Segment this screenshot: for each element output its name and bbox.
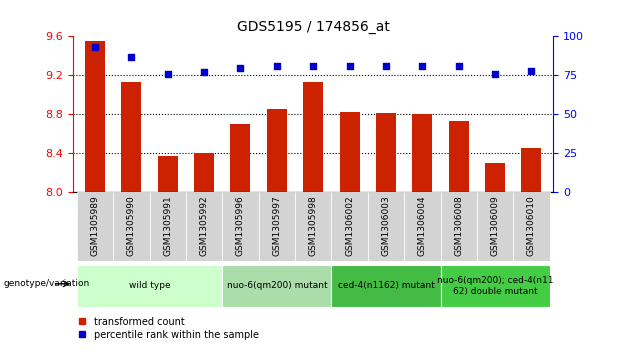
Point [127,54,137,60]
Bar [376,113,396,192]
Bar [85,41,105,192]
Text: GSM1306009: GSM1306009 [490,195,500,256]
Bar [223,192,259,261]
Bar [77,265,223,307]
Bar [331,192,368,261]
Title: GDS5195 / 174856_at: GDS5195 / 174856_at [237,20,390,34]
Bar [186,192,223,261]
Bar [295,192,331,261]
Bar [230,124,251,192]
Bar [113,192,149,261]
Bar [522,148,541,192]
Bar [441,192,477,261]
Point [199,69,209,75]
Point [308,63,319,69]
Bar [267,110,287,192]
Text: GSM1305998: GSM1305998 [308,195,318,256]
Point [490,71,500,77]
Text: ced-4(n1162) mutant: ced-4(n1162) mutant [338,281,434,290]
Bar [223,265,331,307]
Bar [121,82,141,192]
Text: GSM1305990: GSM1305990 [127,195,136,256]
Text: nuo-6(qm200) mutant: nuo-6(qm200) mutant [226,281,327,290]
Point [381,63,391,69]
Bar [368,192,404,261]
Text: GSM1306010: GSM1306010 [527,195,536,256]
Text: GSM1306004: GSM1306004 [418,195,427,256]
Point [272,63,282,69]
Text: wild type: wild type [128,281,170,290]
Text: GSM1305989: GSM1305989 [90,195,99,256]
Bar [441,265,550,307]
Bar [340,113,359,192]
Bar [303,82,323,192]
Point [417,63,427,69]
Bar [331,265,441,307]
Point [235,65,245,70]
Text: nuo-6(qm200); ced-4(n11
62) double mutant: nuo-6(qm200); ced-4(n11 62) double mutan… [437,276,553,295]
Bar [259,192,295,261]
Bar [77,192,113,261]
Bar [194,153,214,192]
Point [345,63,355,69]
Text: GSM1305992: GSM1305992 [200,195,209,256]
Bar [158,156,177,192]
Bar [412,114,432,192]
Bar [485,163,505,192]
Point [163,71,173,77]
Legend: transformed count, percentile rank within the sample: transformed count, percentile rank withi… [78,317,259,340]
Bar [404,192,441,261]
Text: GSM1305991: GSM1305991 [163,195,172,256]
Text: GSM1306002: GSM1306002 [345,195,354,256]
Bar [449,121,469,192]
Bar [149,192,186,261]
Bar [477,192,513,261]
Text: GSM1306003: GSM1306003 [382,195,391,256]
Text: genotype/variation: genotype/variation [3,279,90,288]
Text: GSM1305997: GSM1305997 [272,195,281,256]
Point [527,68,537,74]
Point [90,44,100,50]
Bar [513,192,550,261]
Text: GSM1305996: GSM1305996 [236,195,245,256]
Text: GSM1306008: GSM1306008 [454,195,463,256]
Point [453,63,464,69]
